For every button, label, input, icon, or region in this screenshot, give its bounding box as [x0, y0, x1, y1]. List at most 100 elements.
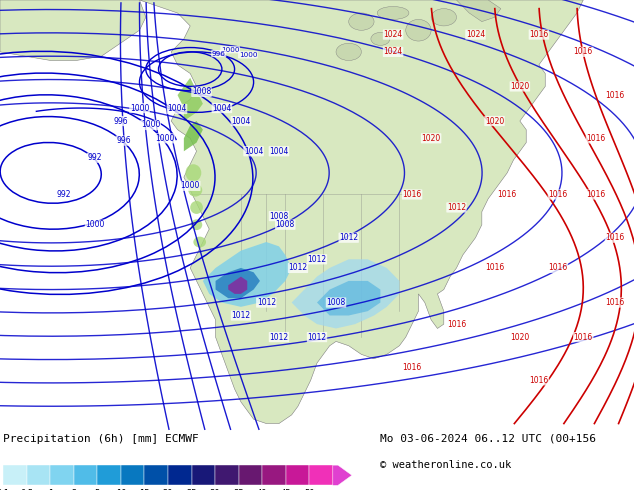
Text: 1016: 1016 — [605, 91, 624, 99]
Ellipse shape — [431, 9, 456, 26]
Text: 15: 15 — [139, 489, 150, 490]
Text: 1016: 1016 — [586, 134, 605, 143]
Text: 10: 10 — [115, 489, 126, 490]
Text: 996: 996 — [212, 50, 226, 56]
Bar — [168, 465, 191, 486]
Text: 45: 45 — [280, 489, 291, 490]
Text: 1004: 1004 — [212, 103, 231, 113]
Polygon shape — [216, 268, 260, 298]
Text: 40: 40 — [257, 489, 268, 490]
Text: 1008: 1008 — [327, 298, 346, 307]
Text: 996: 996 — [113, 117, 128, 125]
Text: 1008: 1008 — [276, 220, 295, 229]
Text: 1024: 1024 — [384, 48, 403, 56]
Text: Mo 03-06-2024 06..12 UTC (00+156: Mo 03-06-2024 06..12 UTC (00+156 — [380, 434, 597, 444]
Text: 1000: 1000 — [238, 52, 257, 58]
Text: Precipitation (6h) [mm] ECMWF: Precipitation (6h) [mm] ECMWF — [3, 434, 199, 444]
Text: 1000: 1000 — [130, 103, 149, 113]
Ellipse shape — [377, 6, 409, 20]
Text: 0.1: 0.1 — [0, 489, 10, 490]
Text: 50: 50 — [304, 489, 314, 490]
Text: 1020: 1020 — [510, 82, 529, 91]
Text: 1012: 1012 — [288, 264, 307, 272]
Text: 1000: 1000 — [86, 220, 105, 229]
Text: 20: 20 — [163, 489, 173, 490]
Bar — [309, 465, 333, 486]
Text: 1012: 1012 — [231, 311, 250, 320]
Text: 1000: 1000 — [181, 181, 200, 190]
Text: 1: 1 — [48, 489, 53, 490]
Ellipse shape — [336, 43, 361, 60]
Text: 5: 5 — [94, 489, 100, 490]
Text: 992: 992 — [56, 190, 70, 199]
Bar — [262, 465, 286, 486]
Text: 30: 30 — [210, 489, 221, 490]
Text: 1012: 1012 — [307, 255, 327, 264]
Text: 1020: 1020 — [422, 134, 441, 143]
Text: 996: 996 — [116, 136, 131, 145]
Ellipse shape — [406, 20, 431, 41]
Text: 1024: 1024 — [466, 30, 485, 39]
Bar — [238, 465, 262, 486]
Text: 1016: 1016 — [586, 190, 605, 199]
Text: 1000: 1000 — [141, 121, 160, 129]
Text: 1016: 1016 — [605, 233, 624, 242]
Text: 35: 35 — [233, 489, 244, 490]
Text: 1012: 1012 — [307, 333, 327, 342]
Text: 1016: 1016 — [548, 190, 567, 199]
Text: 1016: 1016 — [605, 298, 624, 307]
Text: 1012: 1012 — [269, 333, 288, 342]
Text: 1020: 1020 — [485, 117, 504, 125]
Text: 992: 992 — [87, 153, 102, 162]
Ellipse shape — [371, 32, 390, 46]
Text: 1016: 1016 — [403, 363, 422, 372]
Bar — [286, 465, 309, 486]
Bar — [191, 465, 215, 486]
Ellipse shape — [191, 220, 202, 230]
Text: 1016: 1016 — [403, 190, 422, 199]
Text: 1016: 1016 — [548, 264, 567, 272]
FancyArrow shape — [333, 465, 352, 486]
Text: 1004: 1004 — [167, 104, 186, 114]
Text: 1004: 1004 — [231, 117, 250, 125]
Text: 1012: 1012 — [257, 298, 276, 307]
Text: 1024: 1024 — [384, 30, 403, 39]
Polygon shape — [203, 242, 292, 307]
Polygon shape — [292, 259, 399, 328]
Text: 1016: 1016 — [485, 264, 504, 272]
Polygon shape — [228, 276, 247, 294]
Polygon shape — [0, 0, 146, 60]
Text: 0.5: 0.5 — [20, 489, 33, 490]
Text: 1016: 1016 — [529, 376, 548, 385]
Ellipse shape — [190, 201, 203, 214]
Text: 2: 2 — [71, 489, 77, 490]
Text: 1000: 1000 — [155, 134, 174, 143]
Text: 1008: 1008 — [192, 87, 211, 97]
Bar — [74, 465, 98, 486]
Polygon shape — [456, 0, 501, 22]
Polygon shape — [317, 281, 380, 316]
Text: 1012: 1012 — [339, 233, 358, 242]
Text: 1008: 1008 — [269, 212, 288, 220]
Bar — [215, 465, 238, 486]
Polygon shape — [178, 78, 203, 121]
Bar — [27, 465, 50, 486]
Bar — [121, 465, 145, 486]
Text: 1016: 1016 — [498, 190, 517, 199]
Bar — [98, 465, 121, 486]
Text: © weatheronline.co.uk: © weatheronline.co.uk — [380, 460, 512, 470]
Polygon shape — [184, 121, 203, 151]
Polygon shape — [139, 0, 583, 423]
Text: 1004: 1004 — [269, 147, 288, 156]
Bar — [3, 465, 27, 486]
Text: 1016: 1016 — [574, 48, 593, 56]
Ellipse shape — [349, 13, 374, 30]
Text: 1000: 1000 — [221, 47, 240, 53]
Text: 1016: 1016 — [574, 333, 593, 342]
Ellipse shape — [193, 237, 206, 247]
Ellipse shape — [188, 184, 202, 196]
Text: 1004: 1004 — [244, 147, 263, 156]
Ellipse shape — [185, 164, 202, 181]
Text: 1020: 1020 — [510, 333, 529, 342]
Bar — [50, 465, 74, 486]
